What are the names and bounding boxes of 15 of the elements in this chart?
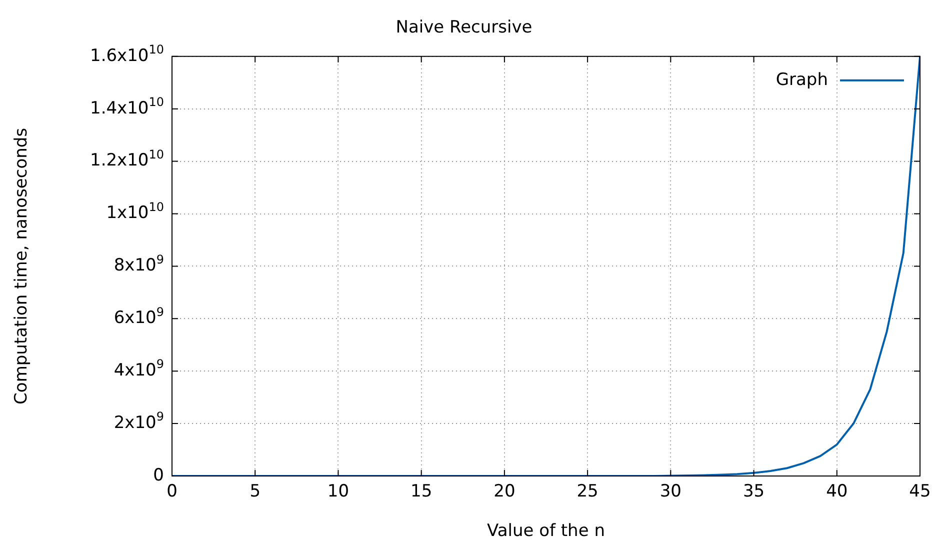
x-tick-label: 5	[250, 481, 261, 502]
x-tick-label: 20	[494, 481, 516, 502]
x-tick-label: 10	[327, 481, 350, 502]
chart-title: Naive Recursive	[396, 18, 532, 38]
x-tick-label: 30	[660, 481, 682, 502]
x-tick-label: 40	[826, 481, 848, 502]
y-tick-label: 0	[153, 465, 164, 486]
legend-label: Graph	[776, 70, 828, 90]
x-tick-label: 45	[909, 481, 931, 502]
x-axis-title: Value of the n	[487, 521, 605, 542]
x-tick-label: 25	[576, 481, 598, 502]
y-axis-title: Computation time, nanoseconds	[12, 128, 32, 404]
x-tick-label: 15	[410, 481, 432, 502]
x-tick-label: 0	[166, 481, 178, 502]
x-tick-label: 35	[742, 481, 765, 502]
